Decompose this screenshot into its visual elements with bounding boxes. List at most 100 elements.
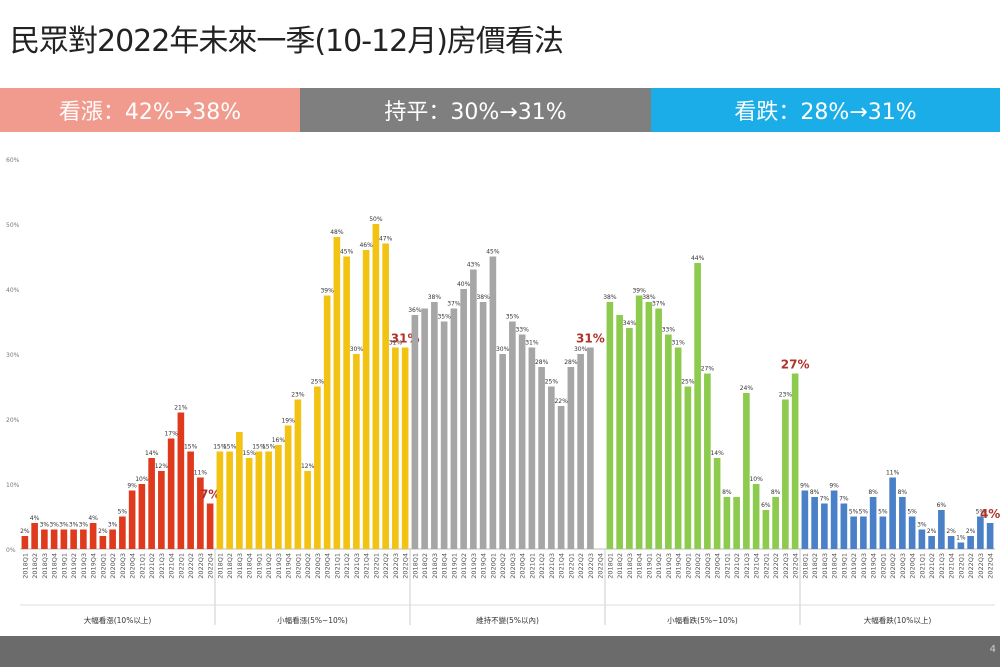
x-tick-label: 2022Q2 xyxy=(967,553,975,579)
bar xyxy=(616,315,623,549)
bar xyxy=(655,308,662,549)
x-tick-label: 2022Q3 xyxy=(977,553,985,579)
bar xyxy=(879,516,887,549)
bar xyxy=(31,523,38,549)
data-label: 15% xyxy=(184,444,198,451)
x-tick-label: 2022Q2 xyxy=(772,553,780,579)
y-tick-label: 50% xyxy=(6,222,20,229)
bar xyxy=(684,386,692,549)
x-tick-label: 2021Q2 xyxy=(733,553,741,579)
bar xyxy=(811,497,818,549)
data-label: 5% xyxy=(118,509,128,516)
x-tick-label: 2021Q2 xyxy=(148,553,156,579)
data-label: 28% xyxy=(564,359,578,366)
y-tick-label: 10% xyxy=(6,482,20,489)
x-tick-label: 2019Q3 xyxy=(470,553,478,579)
x-tick-label: 2021Q2 xyxy=(343,553,351,579)
x-tick-label: 2020Q4 xyxy=(129,553,137,579)
bar xyxy=(606,302,614,549)
x-tick-label: 2021Q4 xyxy=(753,553,761,579)
x-tick-label: 2021Q1 xyxy=(333,553,341,579)
data-label: 36% xyxy=(408,307,422,314)
x-tick-label: 2018Q1 xyxy=(21,553,29,579)
data-label: 16% xyxy=(272,437,286,444)
data-label: 38% xyxy=(642,294,656,301)
x-tick-label: 2019Q1 xyxy=(255,553,263,579)
bar xyxy=(421,308,428,549)
y-tick-label: 30% xyxy=(6,352,20,359)
x-tick-label: 2018Q2 xyxy=(421,553,429,579)
bar xyxy=(362,250,370,549)
x-tick-label: 2020Q1 xyxy=(489,553,497,579)
data-label: 15% xyxy=(213,444,227,451)
bar xyxy=(762,510,770,549)
x-tick-label: 2020Q4 xyxy=(909,553,917,579)
data-label: 34% xyxy=(623,320,637,327)
bar xyxy=(538,367,545,549)
data-label: 2% xyxy=(927,528,937,535)
bar xyxy=(723,497,731,549)
bar xyxy=(528,347,536,549)
data-label: 50% xyxy=(369,216,383,223)
x-tick-label: 2020Q4 xyxy=(714,553,722,579)
data-label: 5% xyxy=(907,509,917,516)
x-tick-label: 2022Q4 xyxy=(597,553,605,579)
x-tick-label: 2018Q4 xyxy=(636,553,644,579)
bar xyxy=(89,523,97,549)
data-label: 6% xyxy=(761,502,771,509)
data-label: 11% xyxy=(886,470,900,477)
x-tick-label: 2018Q4 xyxy=(831,553,839,579)
data-label: 24% xyxy=(740,385,754,392)
data-label: 8% xyxy=(810,489,820,496)
data-label: 23% xyxy=(291,392,305,399)
x-tick-label: 2022Q3 xyxy=(587,553,595,579)
bar xyxy=(197,477,204,549)
data-label: 5% xyxy=(849,509,859,516)
data-label: 45% xyxy=(486,249,500,256)
bar xyxy=(889,477,896,549)
data-label: 2% xyxy=(966,528,976,535)
bar xyxy=(284,425,292,549)
data-label: 30% xyxy=(496,346,510,353)
data-label: 3% xyxy=(59,522,69,529)
bar xyxy=(138,484,146,549)
bar xyxy=(333,237,341,549)
data-label: 7% xyxy=(820,496,830,503)
x-tick-label: 2021Q1 xyxy=(723,553,731,579)
x-tick-label: 2022Q4 xyxy=(987,553,995,579)
x-tick-label: 2018Q2 xyxy=(811,553,819,579)
x-tick-label: 2018Q2 xyxy=(31,553,39,579)
data-label: 15% xyxy=(262,444,276,451)
x-tick-label: 2019Q3 xyxy=(80,553,88,579)
bar xyxy=(167,438,175,549)
x-tick-label: 2020Q2 xyxy=(889,553,897,579)
bar xyxy=(401,347,409,549)
data-label: 15% xyxy=(223,444,237,451)
data-label: 35% xyxy=(506,314,520,321)
x-tick-label: 2020Q1 xyxy=(684,553,692,579)
bar xyxy=(226,451,233,549)
bar xyxy=(733,497,740,549)
x-tick-label: 2018Q3 xyxy=(821,553,829,579)
x-tick-label: 2020Q2 xyxy=(304,553,312,579)
x-tick-label: 2020Q2 xyxy=(694,553,702,579)
bar xyxy=(567,367,575,549)
bar xyxy=(440,321,448,549)
data-label: 3% xyxy=(40,522,50,529)
x-tick-label: 2020Q1 xyxy=(99,553,107,579)
data-label: 22% xyxy=(554,398,568,405)
x-tick-label: 2019Q2 xyxy=(460,553,468,579)
data-label: 14% xyxy=(710,450,724,457)
x-tick-label: 2018Q3 xyxy=(41,553,49,579)
footer-bar xyxy=(0,636,1000,667)
bar xyxy=(489,256,497,549)
bar xyxy=(713,458,721,549)
data-label: 3% xyxy=(108,522,118,529)
x-tick-label: 2021Q4 xyxy=(168,553,176,579)
data-label: 17% xyxy=(164,431,178,438)
data-label: 37% xyxy=(652,301,666,308)
bar xyxy=(645,302,653,549)
x-tick-label: 2018Q4 xyxy=(246,553,254,579)
data-label: 8% xyxy=(868,489,878,496)
bar xyxy=(450,308,458,549)
